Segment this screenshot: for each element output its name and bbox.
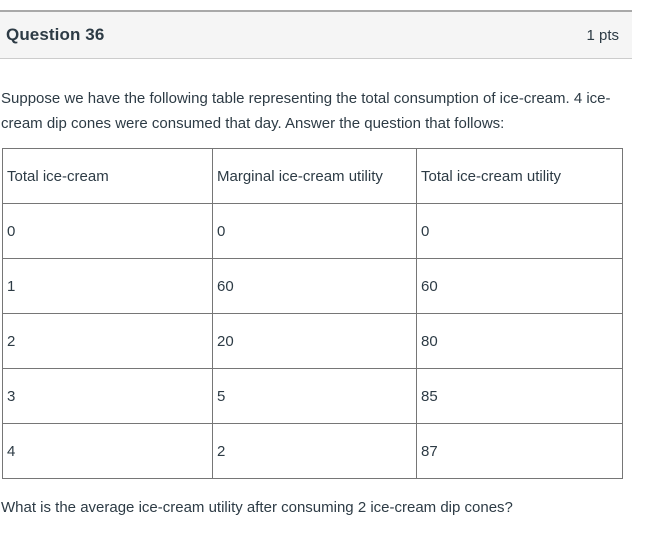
table-cell: 2 [212, 423, 417, 479]
table-cell: 80 [416, 313, 623, 369]
table-cell: 0 [2, 203, 213, 259]
table-header-row: Total ice-cream Marginal ice-cream utilit… [2, 148, 623, 204]
consumption-table: Total ice-cream Marginal ice-cream utilit… [2, 148, 623, 479]
question-title: Question 36 [6, 25, 105, 44]
table-cell: 0 [416, 203, 623, 259]
table-row: 1 60 60 [2, 258, 623, 314]
table-row: 4 2 87 [2, 423, 623, 479]
table-row: 2 20 80 [2, 313, 623, 369]
table-cell: 3 [2, 368, 213, 424]
table-cell: 85 [416, 368, 623, 424]
table-header-cell: Total ice-cream utility [416, 148, 623, 204]
table-body: Total ice-cream Marginal ice-cream utilit… [2, 148, 623, 479]
table-header-cell: Marginal ice-cream utility [212, 148, 417, 204]
question-prompt-text: What is the average ice-cream utility af… [1, 499, 513, 516]
question-header: Question 36 1 pts [0, 10, 632, 59]
table-cell: 4 [2, 423, 213, 479]
question-points: 1 pts [586, 26, 619, 44]
table-cell: 87 [416, 423, 623, 479]
table-cell: 5 [212, 368, 417, 424]
table-cell: 1 [2, 258, 213, 314]
table-cell: 20 [212, 313, 417, 369]
quiz-page: Question 36 1 pts Suppose we have the fo… [0, 10, 645, 534]
question-body: Suppose we have the following table repr… [0, 86, 632, 520]
question-container: Question 36 1 pts Suppose we have the fo… [0, 10, 632, 520]
question-intro-text: Suppose we have the following table repr… [1, 90, 611, 132]
table-cell: 2 [2, 313, 213, 369]
table-cell: 60 [416, 258, 623, 314]
table-row: 3 5 85 [2, 368, 623, 424]
table-header-cell: Total ice-cream [2, 148, 213, 204]
table-cell: 60 [212, 258, 417, 314]
table-cell: 0 [212, 203, 417, 259]
